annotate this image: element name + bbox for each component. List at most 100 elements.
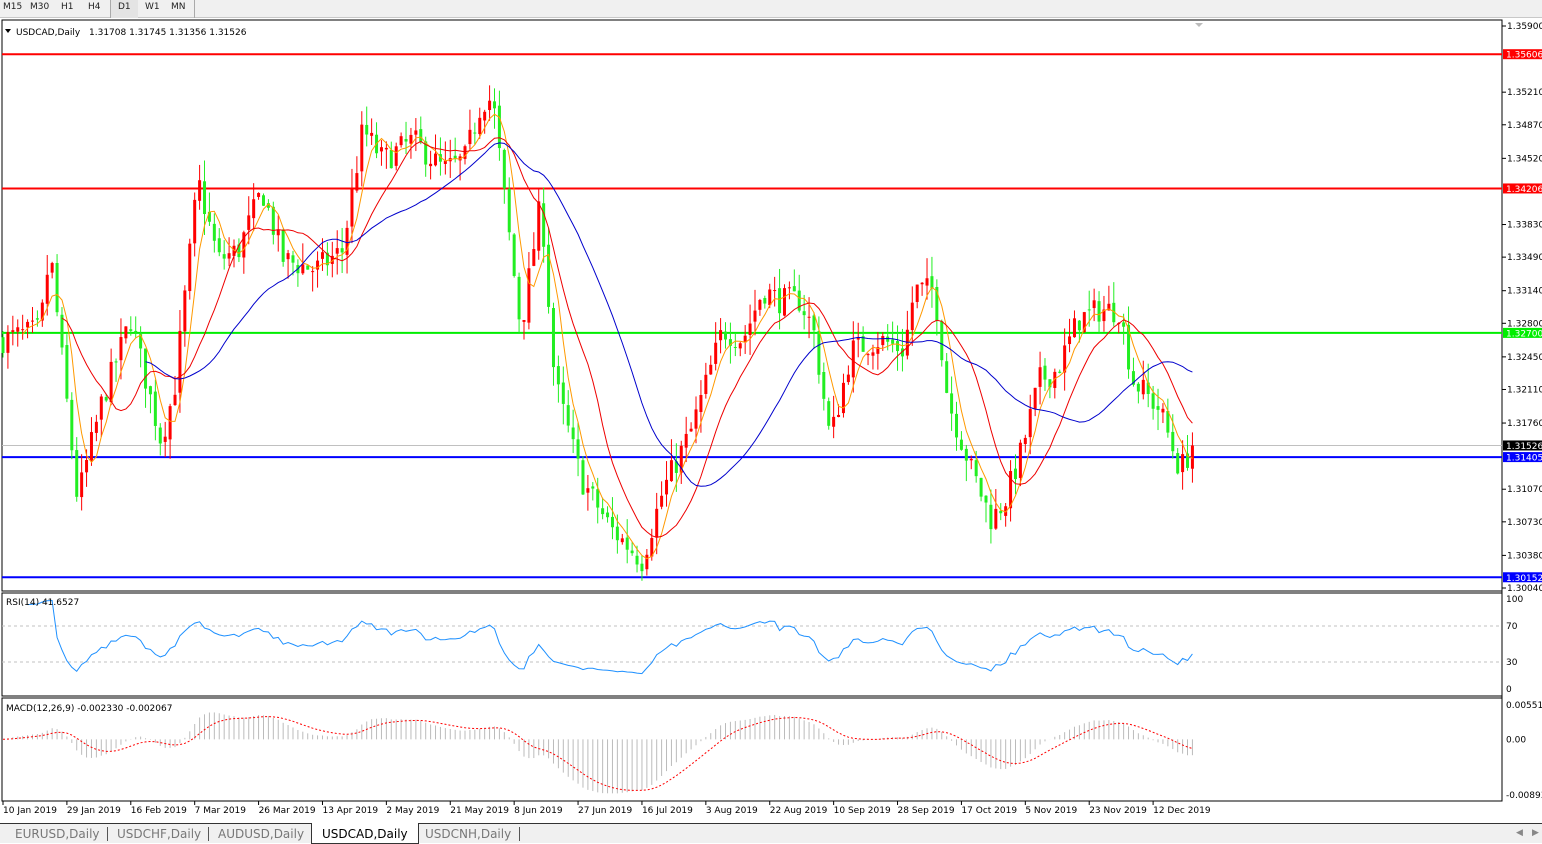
candle-body [714,342,718,364]
date-tick-label: 29 Jan 2019 [67,806,121,816]
timeframe-h1[interactable]: H1 [61,2,74,12]
candle-body [655,508,659,538]
candle-body [21,329,25,331]
tab-usdcnh[interactable]: USDCNH,Daily [425,827,512,841]
candle-body [404,138,408,142]
price-tick-label: 1.33490 [1507,253,1542,263]
candle-body [635,555,639,565]
candle-body [99,396,103,420]
candle-body [311,271,315,273]
rsi-label: RSI(14) 41.6527 [6,598,79,608]
candle-body [630,550,634,554]
candle-body [935,286,939,321]
macd-tick-label: -0.00893 [1506,791,1542,801]
price-chart[interactable]: 10 Jan 2019 29 Jan 2019 16 Feb 2019 7 Mar 2… [0,0,1542,823]
candle-body [478,117,482,135]
candle-body [1077,320,1081,331]
candle-body [222,254,226,259]
candle-body [1107,303,1111,311]
candle-body [340,248,344,253]
macd-label: MACD(12,26,9) -0.002330 -0.002067 [6,704,172,714]
tab-usdcad[interactable]: USDCAD,Daily [311,823,419,844]
timeframe-mn[interactable]: MN [171,2,186,12]
candle-body [212,223,216,241]
tab-eurusd[interactable]: EURUSD,Daily [15,827,100,841]
candle-body [1033,387,1037,409]
candle-body [1023,437,1027,445]
ohlc-values: 1.31708 1.31745 1.31356 1.31526 [89,28,247,38]
candle-body [886,336,890,342]
candle-body [743,335,747,343]
timeframe-d1[interactable]: D1 [118,2,131,12]
candle-body [488,100,492,111]
candle-body [1097,301,1101,322]
candle-body [876,347,880,354]
candle-body [453,155,457,159]
candle-body [468,129,472,145]
candle-body [896,341,900,352]
candle-body [370,132,374,136]
date-tick-label: 23 Nov 2019 [1089,806,1147,816]
candle-body [827,401,831,426]
timeframe-m30[interactable]: M30 [30,2,50,12]
candle-body [104,397,108,401]
candle-body [704,374,708,394]
candle-body [1122,322,1126,327]
timeframe-w1[interactable]: W1 [145,2,160,12]
candle-body [1166,410,1170,433]
candle-body [168,406,172,440]
candle-body [335,248,339,254]
candle-body [163,436,167,442]
candle-body [984,495,988,503]
timeframe-h4[interactable]: H4 [88,2,101,12]
candle-body [193,199,197,244]
candle-body [900,348,904,357]
candle-body [1072,318,1076,338]
date-tick-label: 16 Jul 2019 [642,806,693,816]
rsi-tick-label: 100 [1506,595,1523,605]
candle-body [1156,406,1160,410]
scroll-right-icon[interactable]: ▶ [1532,828,1539,838]
current-price-tag [1503,440,1542,451]
candle-body [1141,379,1145,395]
price-tick-label: 1.31760 [1507,419,1542,429]
candle-body [237,244,241,258]
candle-body [724,331,728,340]
tab-audusd[interactable]: AUDUSD,Daily [218,827,305,841]
timeframe-m15[interactable]: M15 [3,2,23,12]
candle-body [768,289,772,306]
candle-body [994,508,998,529]
tab-usdchf[interactable]: USDCHF,Daily [117,827,202,841]
rsi-pane [1,592,1503,697]
candle-body [365,124,369,135]
level-price-tag [1503,572,1542,583]
level-price-label: 1.35606 [1506,51,1542,61]
candle-body [812,315,816,331]
level-price-label: 1.30152 [1506,574,1542,584]
chart-shift-marker [1195,23,1203,27]
toolbar-divider [110,0,111,18]
candle-body [773,290,777,292]
candle-body [1063,345,1067,373]
candle-body [1171,431,1175,452]
candle-body [576,439,580,459]
candle-body [910,302,914,331]
candle-body [694,409,698,429]
main-pane [1,19,1503,592]
candle-body [728,339,732,346]
candle-body [571,427,575,440]
candle-body [384,147,388,150]
price-tick-label: 1.30730 [1507,518,1542,528]
candle-body [434,153,438,166]
date-tick-label: 5 Nov 2019 [1025,806,1077,816]
candle-body [26,321,30,328]
candle-body [207,211,211,222]
candle-body [522,320,526,322]
scroll-left-icon[interactable]: ◀ [1516,828,1523,838]
candle-body [89,432,93,461]
candle-body [650,538,654,557]
price-tick-label: 1.32110 [1507,385,1542,395]
candle-body [379,147,383,152]
rsi-line [27,599,1193,675]
chart-tabs: EURUSD,Daily USDCHF,Daily AUDUSD,Daily U… [0,823,1542,844]
